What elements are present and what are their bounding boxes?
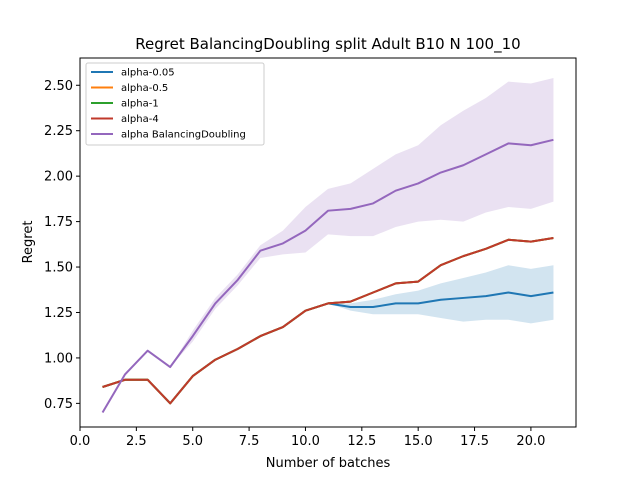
alpha-4-line: [102, 236, 554, 405]
alpha-balancingdoubling-line: [101, 138, 554, 413]
x-tick-label: 20.0: [516, 434, 545, 449]
y-tick-label: 2.50: [44, 79, 73, 94]
x-tick-label: 7.5: [239, 434, 260, 449]
alpha-4-legend-label: alpha-4: [121, 114, 159, 125]
y-tick-label: 1.50: [44, 261, 73, 276]
legend: alpha-0.05 alpha-0.5 alpha-1 alpha-4 alpha B…: [85, 62, 265, 146]
y-tick-label: 1.00: [44, 351, 73, 366]
y-tick-label: 2.00: [44, 170, 73, 185]
y-axis-label: Regret: [21, 221, 36, 264]
alpha-balancingdoubling-legend-label: alpha BalancingDoubling: [121, 130, 246, 141]
alpha-0-05-legend-label: alpha-0.05: [121, 68, 175, 79]
x-axis-label: Number of batches: [266, 456, 391, 471]
y-tick-label: 1.25: [44, 306, 73, 321]
x-tick-label: 17.5: [460, 434, 489, 449]
y-tick-label: 2.25: [44, 124, 73, 139]
plot-area-frame: [79, 57, 577, 428]
alpha-0-5-legend-label: alpha-0.5: [121, 83, 168, 94]
series-lines: [101, 138, 554, 413]
alpha-balancingdoubling-band: [102, 78, 554, 413]
x-tick-label: 0.0: [70, 434, 91, 449]
x-axis-ticks: 0.0 2.5 5.0 7.5 10.0 12.5 15.0 17.5 20.0: [70, 427, 545, 449]
y-axis-ticks: 0.75 1.00 1.25 1.50 1.75 2.00 2.25 2.50: [44, 79, 80, 412]
x-tick-label: 5.0: [182, 434, 203, 449]
x-tick-label: 2.5: [126, 434, 147, 449]
y-tick-label: 1.75: [44, 215, 73, 230]
legend-box: [85, 62, 265, 146]
x-tick-label: 15.0: [404, 434, 433, 449]
x-tick-label: 12.5: [347, 434, 376, 449]
x-tick-label: 10.0: [291, 434, 320, 449]
y-tick-label: 0.75: [44, 397, 73, 412]
alpha-1-legend-label: alpha-1: [121, 99, 159, 110]
chart-title: Regret BalancingDoubling split Adult B10…: [135, 35, 520, 54]
